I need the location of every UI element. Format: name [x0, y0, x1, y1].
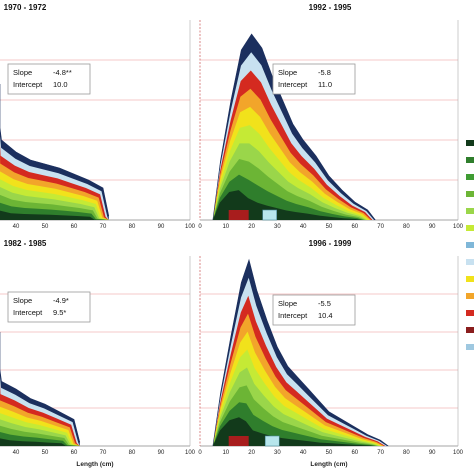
- area-layer-4: [0, 382, 80, 446]
- x-tick-label: 60: [71, 224, 78, 230]
- x-tick-label: 30: [274, 450, 281, 456]
- slope-label: Slope: [278, 299, 297, 308]
- envelope-line: [0, 332, 81, 443]
- area-layer-1: [212, 417, 389, 446]
- x-tick-label: 50: [42, 224, 49, 230]
- x-tick-label: 100: [453, 450, 464, 456]
- legend-swatch: [466, 259, 474, 265]
- legend-swatch: [466, 225, 474, 231]
- legend-swatch: [466, 327, 474, 333]
- x-tick-label: 80: [403, 450, 410, 456]
- x-tick-label: 90: [158, 450, 165, 456]
- x-tick-label: 50: [42, 450, 49, 456]
- x-tick-label: 50: [326, 224, 333, 230]
- area-layer-3: [0, 154, 109, 220]
- red-marker: [228, 210, 249, 220]
- legend-swatch: [466, 293, 474, 299]
- intercept-value: 9.5*: [53, 308, 66, 317]
- envelope-line: [212, 258, 389, 447]
- area-layer-1: [0, 174, 109, 220]
- legend-swatch: [466, 310, 474, 316]
- cyan-marker: [262, 209, 277, 221]
- legend-swatch: [466, 242, 474, 248]
- stats-box: Slope -4.8** Intercept 10.0: [7, 63, 91, 95]
- x-tick-label: 0: [198, 450, 202, 456]
- x-tick-label: 50: [326, 450, 333, 456]
- x-tick-label: 0: [198, 224, 202, 230]
- x-tick-label: 90: [158, 224, 165, 230]
- x-tick-label: 60: [71, 450, 78, 456]
- stats-box: Slope -5.5 Intercept 10.4: [272, 294, 356, 326]
- x-tick-label: 90: [429, 450, 436, 456]
- x-tick-label: 70: [100, 224, 107, 230]
- red-marker: [228, 436, 249, 446]
- x-tick-label: 40: [300, 450, 307, 456]
- slope-value: -4.9*: [53, 296, 69, 305]
- x-tick-label: 60: [351, 450, 358, 456]
- x-tick-label: 100: [185, 224, 196, 230]
- envelope-line: [212, 33, 376, 221]
- x-tick-label: 70: [100, 450, 107, 456]
- slope-label: Slope: [278, 68, 297, 77]
- area-layer-1: [0, 407, 80, 446]
- area-layer-4: [0, 144, 109, 220]
- panel-title: 1970 - 1972: [4, 3, 47, 12]
- x-tick-label: 80: [129, 450, 136, 456]
- x-tick-label: 100: [453, 224, 464, 230]
- panel-1996-1999: 0 10 20 30 40 50 60 70 80 90 100 1996 - 1999 Slope…: [198, 239, 463, 468]
- intercept-label: Intercept: [13, 308, 43, 317]
- legend-swatch: [466, 157, 474, 163]
- x-tick-label: 10: [222, 224, 229, 230]
- legend-swatch: [466, 191, 474, 197]
- panel-1992-1995: 0 10 20 30 40 50 60 70 80 90 100 1992 - 1995 Slope…: [198, 3, 463, 230]
- panel-title: 1982 - 1985: [4, 239, 47, 248]
- slope-value: -5.8: [318, 68, 331, 77]
- intercept-label: Intercept: [13, 80, 43, 89]
- intercept-value: 10.0: [53, 80, 68, 89]
- stats-box: Slope -4.9* Intercept 9.5*: [7, 291, 91, 323]
- x-tick-label: 80: [403, 224, 410, 230]
- legend-swatch: [466, 344, 474, 350]
- panel-title: 1992 - 1995: [309, 3, 352, 12]
- stats-box: Slope -5.8 Intercept 11.0: [272, 63, 356, 95]
- panel-title: 1996 - 1999: [309, 239, 352, 248]
- envelope-line: [0, 84, 110, 217]
- x-tick-label: 70: [377, 450, 384, 456]
- legend-swatch: [466, 140, 474, 146]
- legend-swatches: [466, 140, 474, 350]
- x-tick-label: 60: [351, 224, 358, 230]
- intercept-value: 11.0: [318, 80, 332, 89]
- intercept-label: Intercept: [278, 80, 308, 89]
- slope-label: Slope: [13, 296, 32, 305]
- x-tick-label: 70: [377, 224, 384, 230]
- intercept-value: 10.4: [318, 311, 333, 320]
- x-axis-label: Length (cm): [310, 461, 347, 468]
- legend-swatch: [466, 208, 474, 214]
- x-tick-label: 20: [248, 224, 255, 230]
- x-tick-label: 10: [222, 450, 229, 456]
- area-layer-1: [212, 190, 376, 220]
- x-tick-label: 80: [129, 224, 136, 230]
- x-tick-label: 90: [429, 224, 436, 230]
- slope-label: Slope: [13, 68, 32, 77]
- x-tick-label: 30: [274, 224, 281, 230]
- x-tick-label: 20: [248, 450, 255, 456]
- slope-value: -4.8**: [53, 68, 72, 77]
- x-tick-label: 40: [300, 224, 307, 230]
- intercept-label: Intercept: [278, 311, 308, 320]
- x-axis-label: Length (cm): [76, 461, 113, 468]
- legend-swatch: [466, 174, 474, 180]
- legend-swatch: [466, 276, 474, 282]
- area-layer-3: [0, 391, 80, 446]
- slope-value: -5.5: [318, 299, 331, 308]
- x-tick-label: 40: [13, 450, 20, 456]
- cyan-marker: [264, 435, 280, 447]
- x-tick-label: 100: [185, 450, 196, 456]
- x-tick-label: 40: [13, 224, 20, 230]
